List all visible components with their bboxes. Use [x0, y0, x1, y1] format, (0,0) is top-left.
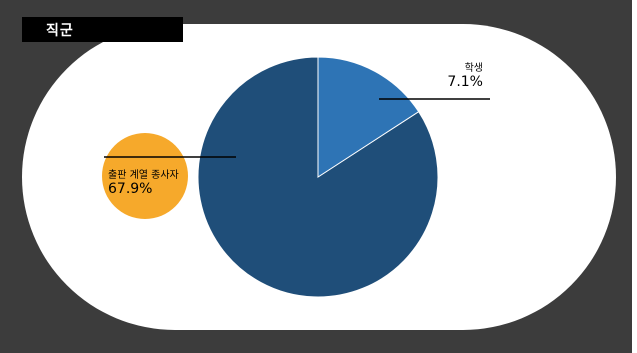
- chart-title: 직군: [46, 23, 74, 39]
- pie-slice-publishing: [102, 133, 188, 219]
- pie-slice-student: [317, 56, 420, 178]
- label-publishing-name: 출판 계열 종사자: [108, 170, 179, 181]
- title-bar: 직군: [22, 17, 183, 42]
- label-publishing-value: 67.9%: [108, 181, 153, 197]
- label-publishing: 출판 계열 종사자 67.9%: [108, 166, 179, 197]
- label-student-name: 학생: [464, 63, 483, 74]
- label-student-value: 7.1%: [447, 74, 483, 90]
- label-student: 학생 7.1%: [446, 59, 483, 90]
